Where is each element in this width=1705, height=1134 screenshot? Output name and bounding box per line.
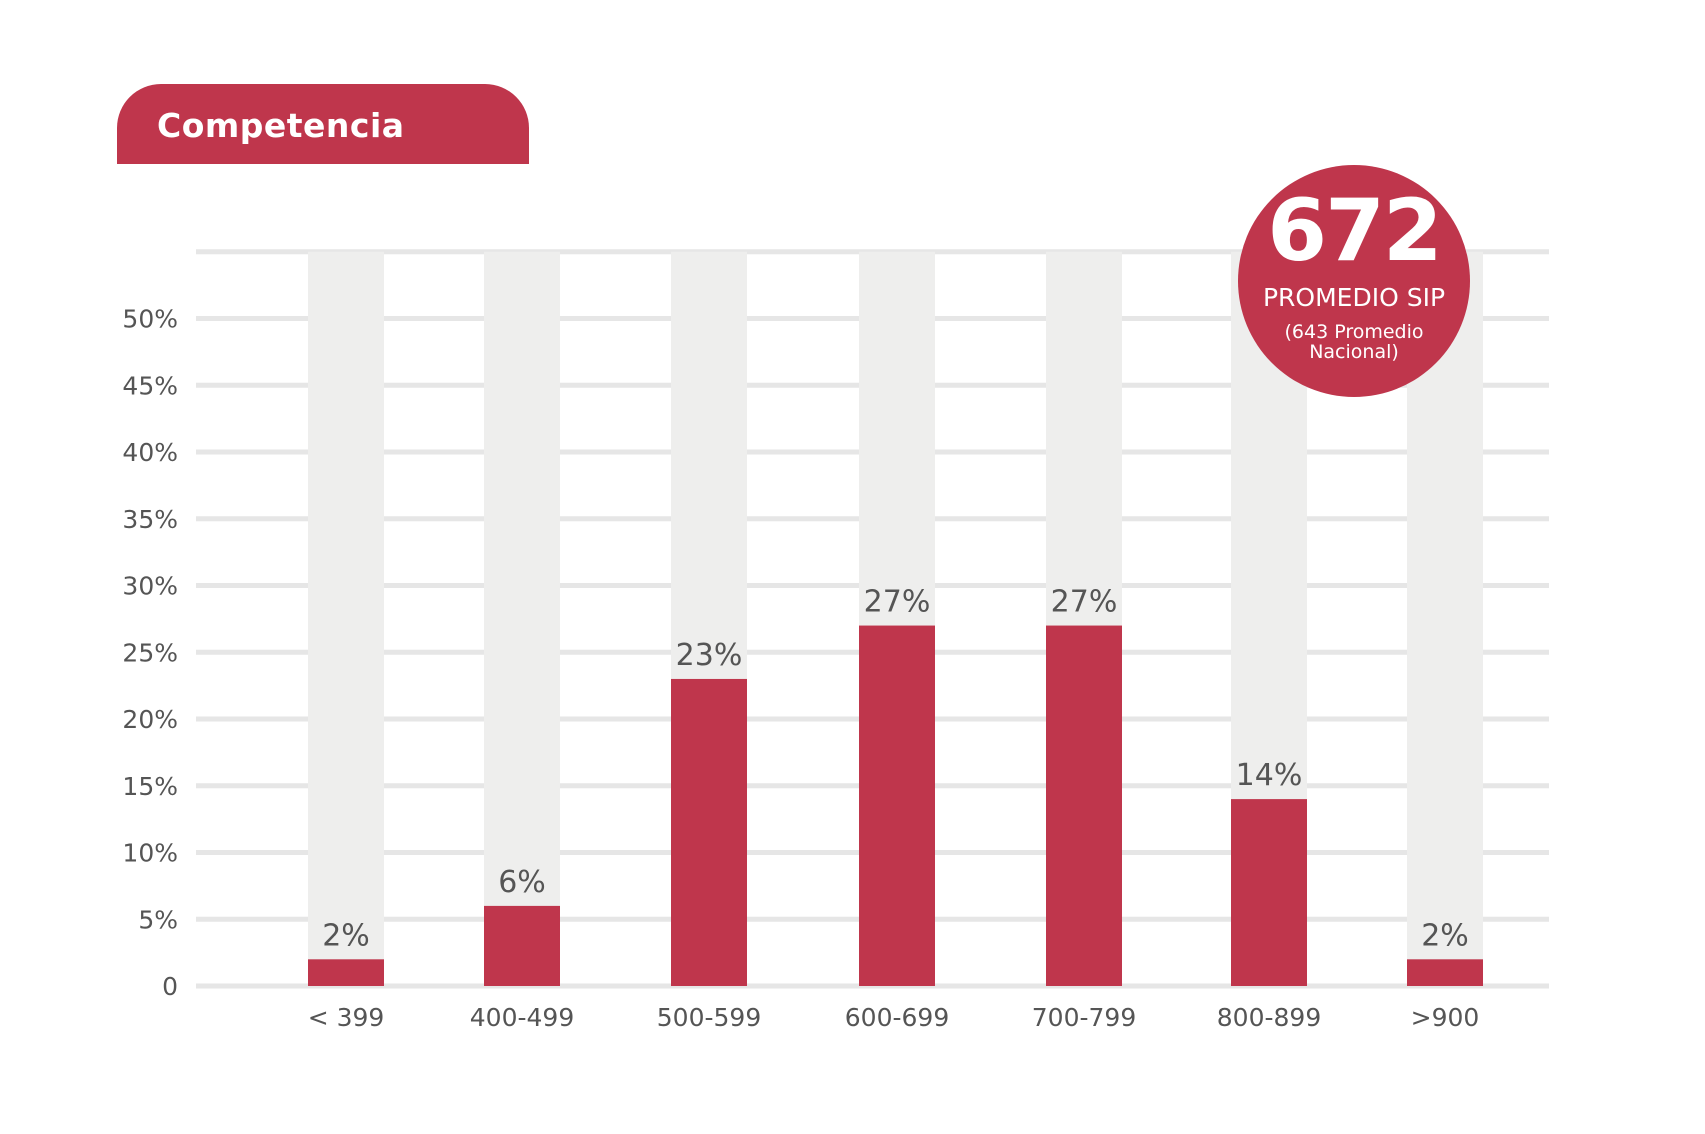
x-axis-labels: < 399 400-499 500-599 600-699 700-799 800-899… <box>308 1003 1480 1032</box>
bar-value-label: 27% <box>1051 585 1118 620</box>
bar-value-label: 23% <box>676 638 743 673</box>
x-category-label: 600-699 <box>845 1003 949 1032</box>
average-score-badge: 672 PROMEDIO SIP (643 Promedio Nacional) <box>1238 165 1470 397</box>
average-score-label: PROMEDIO SIP <box>1262 283 1446 312</box>
bar <box>1046 625 1122 986</box>
bar <box>308 959 384 986</box>
y-tick-label: 0 <box>162 972 178 1001</box>
y-tick-label: 30% <box>122 572 178 601</box>
y-tick-label: 20% <box>122 705 178 734</box>
x-category-label: 800-899 <box>1217 1003 1321 1032</box>
bar-value-label: 27% <box>864 585 931 620</box>
bar-value-label: 6% <box>498 865 546 900</box>
y-tick-label: 10% <box>122 839 178 868</box>
y-tick-label: 5% <box>138 905 178 934</box>
bar <box>1407 959 1483 986</box>
y-tick-label: 15% <box>122 772 178 801</box>
y-tick-label: 25% <box>122 638 178 667</box>
chart-title-tab: Competencia Lectora <box>117 84 529 229</box>
chart-title: Competencia Lectora <box>157 106 405 229</box>
bar-value-label: 2% <box>1421 918 1469 953</box>
bars <box>308 625 1483 986</box>
national-average-note: (643 Promedio Nacional) <box>1284 321 1424 363</box>
x-category-label: < 399 <box>308 1003 385 1032</box>
bar <box>859 625 935 986</box>
y-tick-label: 35% <box>122 505 178 534</box>
x-category-label: 700-799 <box>1032 1003 1136 1032</box>
y-tick-label: 45% <box>122 371 178 400</box>
bar <box>484 905 560 986</box>
bar-value-label: 14% <box>1236 758 1303 793</box>
x-category-label: >900 <box>1411 1003 1480 1032</box>
bar-value-label: 2% <box>322 918 370 953</box>
y-axis-labels: 0 5% 10% 15% 20% 25% 30% 35% 40% 45% 50% <box>122 305 178 1002</box>
x-category-label: 400-499 <box>470 1003 574 1032</box>
bar-track <box>484 251 560 986</box>
average-score-value: 672 <box>1267 181 1443 281</box>
bar <box>1231 799 1307 986</box>
x-category-label: 500-599 <box>657 1003 761 1032</box>
bar-track <box>308 251 384 986</box>
y-tick-label: 50% <box>122 305 178 334</box>
bar <box>671 678 747 986</box>
value-labels: 2% 6% 23% 27% 27% 14% 2% <box>322 585 1469 954</box>
y-tick-label: 40% <box>122 438 178 467</box>
